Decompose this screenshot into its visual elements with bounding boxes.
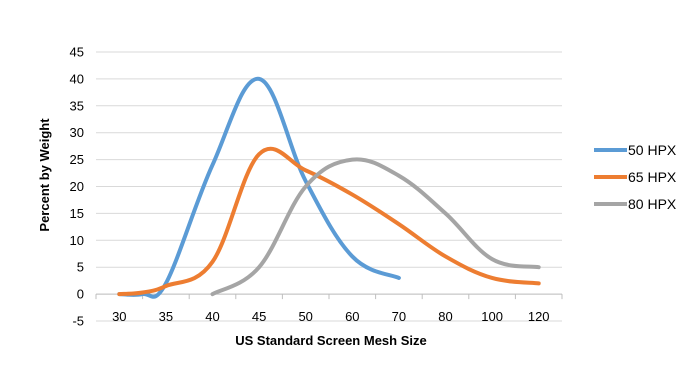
x-axis-title: US Standard Screen Mesh Size	[235, 333, 426, 348]
series-line-80-hpx	[210, 157, 541, 297]
x-tick-label: 100	[481, 309, 503, 324]
y-tick-label: 10	[70, 233, 84, 248]
x-tick-label: 60	[345, 309, 359, 324]
y-tick-labels: -5 0 5 10 15 20 25 30 35 40 45	[70, 45, 84, 329]
y-tick-label: 40	[70, 71, 84, 86]
y-tick-label: -5	[72, 314, 84, 329]
y-tick-label: 45	[70, 45, 84, 60]
series-lines	[117, 76, 541, 299]
y-tick-label: 25	[70, 152, 84, 167]
series-line-65-hpx	[117, 146, 541, 297]
x-tick-label: 40	[205, 309, 219, 324]
legend: 50 HPX 65 HPX 80 HPX	[594, 142, 677, 212]
x-tick-label: 50	[298, 309, 312, 324]
axes	[95, 293, 563, 300]
x-tick-label: 45	[252, 309, 266, 324]
y-tick-label: 5	[77, 260, 84, 275]
x-tick-label: 35	[159, 309, 173, 324]
y-axis-title: Percent by Weight	[37, 118, 52, 232]
x-tick-label: 30	[112, 309, 126, 324]
x-tick-label: 80	[438, 309, 452, 324]
x-tick-label: 70	[392, 309, 406, 324]
y-tick-label: 20	[70, 179, 84, 194]
x-tick-label: 120	[528, 309, 550, 324]
y-tick-label: 15	[70, 206, 84, 221]
y-tick-label: 0	[77, 287, 84, 302]
legend-label-65-hpx: 65 HPX	[628, 169, 677, 185]
y-tick-label: 30	[70, 125, 84, 140]
series-line-50-hpx	[117, 76, 401, 299]
x-tick-labels: 30 35 40 45 50 60 70 80 100 120	[112, 309, 549, 324]
legend-label-50-hpx: 50 HPX	[628, 142, 677, 158]
y-tick-label: 35	[70, 98, 84, 113]
legend-label-80-hpx: 80 HPX	[628, 196, 677, 212]
